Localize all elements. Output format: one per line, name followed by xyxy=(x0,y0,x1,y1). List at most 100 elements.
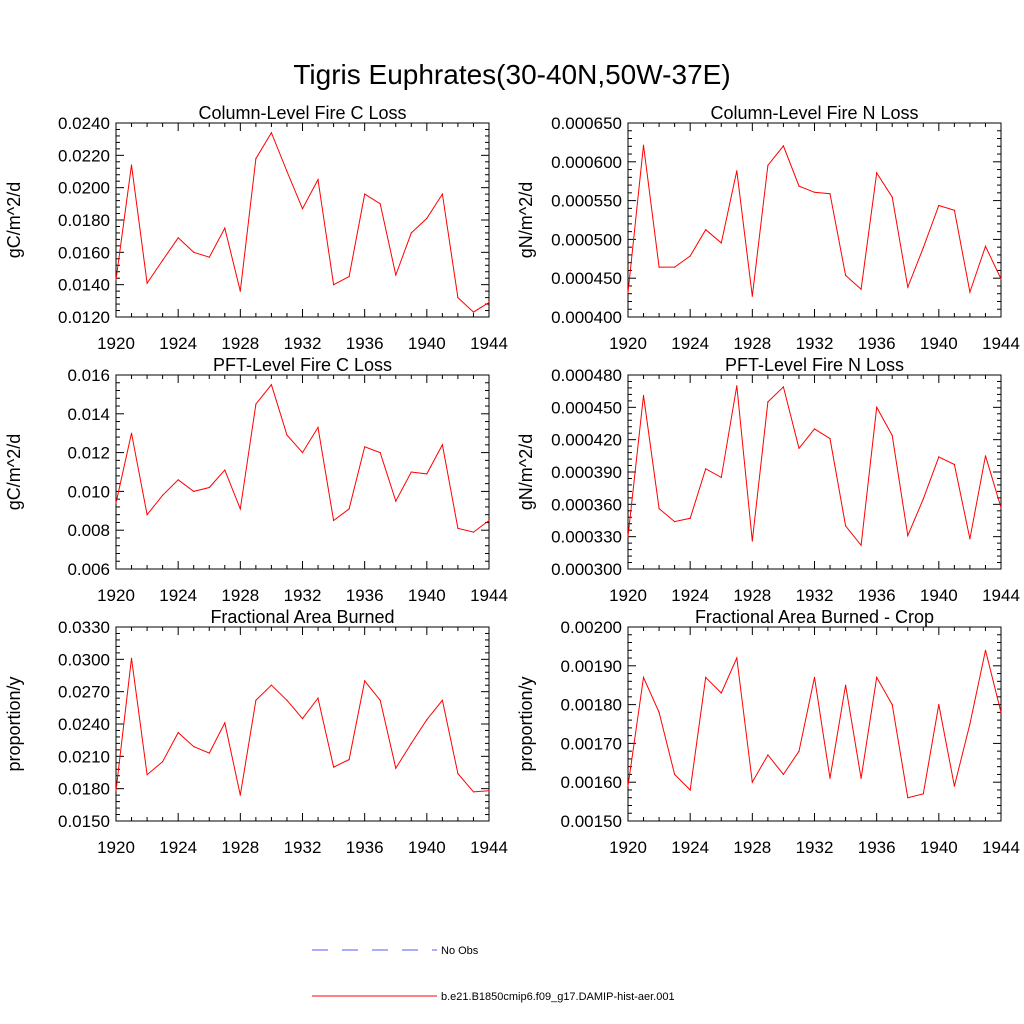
data-point xyxy=(239,508,241,510)
data-point xyxy=(333,766,335,768)
data-point xyxy=(177,479,179,481)
data-point xyxy=(642,676,645,679)
y-tick-label: 0.000450 xyxy=(551,269,622,288)
data-point xyxy=(472,531,475,533)
y-tick-label: 0.000420 xyxy=(551,431,622,450)
data-point xyxy=(146,514,148,516)
data-point xyxy=(364,680,366,682)
data-point xyxy=(488,790,490,792)
data-point xyxy=(177,732,179,734)
data-point xyxy=(891,196,893,198)
plot-frame xyxy=(627,122,1002,318)
data-point xyxy=(317,697,319,699)
y-axis-label: proportion/y xyxy=(516,676,536,771)
data-point xyxy=(333,284,335,286)
data-point xyxy=(317,179,319,181)
data-point xyxy=(876,406,878,408)
data-point xyxy=(379,699,381,701)
data-point xyxy=(705,676,707,679)
data-point xyxy=(457,527,459,529)
y-tick-label: 0.0300 xyxy=(58,650,110,669)
x-tick-label: 1928 xyxy=(733,838,771,857)
data-point xyxy=(720,692,722,694)
data-point xyxy=(410,471,412,473)
data-point xyxy=(488,519,490,522)
y-tick-label: 0.00170 xyxy=(561,734,622,753)
x-tick-label: 1940 xyxy=(920,838,958,857)
data-point xyxy=(270,132,272,134)
panel-4: 1920 1924 1928 1932 1936 1940 1944 0.000300 0.00… xyxy=(516,355,1020,605)
data-point xyxy=(720,476,722,478)
y-tick-label: 0.000650 xyxy=(551,114,622,133)
data-point xyxy=(472,791,475,793)
data-point xyxy=(395,767,397,769)
data-point xyxy=(829,438,831,440)
panel-title: Column-Level Fire N Loss xyxy=(710,103,918,123)
data-point xyxy=(146,282,148,284)
plot-frame xyxy=(627,626,1002,822)
y-tick-label: 0.016 xyxy=(67,366,110,385)
data-point xyxy=(426,719,428,721)
y-axis-label: gN/m^2/d xyxy=(516,182,536,258)
data-point xyxy=(410,232,412,234)
y-tick-label: 0.010 xyxy=(67,482,110,501)
data-point xyxy=(286,699,288,701)
data-point xyxy=(767,164,769,166)
y-tick-label: 0.000300 xyxy=(551,560,622,579)
legend: No Obs b.e21.B1850cmip6.f09_g17.DAMIP-his… xyxy=(312,945,675,1003)
x-tick-label: 1944 xyxy=(982,334,1020,353)
data-point xyxy=(860,544,862,546)
data-point xyxy=(193,251,195,253)
data-point xyxy=(333,519,335,522)
data-point xyxy=(224,469,226,471)
x-tick-label: 1924 xyxy=(159,334,197,353)
data-point xyxy=(457,773,459,775)
data-point xyxy=(782,145,785,147)
data-point xyxy=(1000,278,1002,280)
y-tick-label: 0.000450 xyxy=(551,398,622,417)
y-tick-label: 0.0180 xyxy=(58,780,110,799)
data-point xyxy=(969,723,971,725)
data-point xyxy=(705,229,707,231)
panel-title: PFT-Level Fire C Loss xyxy=(213,355,392,375)
data-point xyxy=(301,208,304,210)
data-point xyxy=(938,204,940,207)
series-line xyxy=(115,131,490,313)
data-point xyxy=(208,752,210,754)
data-point xyxy=(379,203,381,205)
y-tick-label: 0.000600 xyxy=(551,153,622,172)
y-axis-label: gC/m^2/d xyxy=(4,434,24,510)
legend-label: b.e21.B1850cmip6.f09_g17.DAMIP-hist-aer.… xyxy=(441,991,675,1003)
y-tick-label: 0.006 xyxy=(67,560,110,579)
x-tick-label: 1924 xyxy=(159,586,197,605)
y-tick-label: 0.000390 xyxy=(551,463,622,482)
y-tick-label: 0.0160 xyxy=(58,243,110,262)
data-point xyxy=(255,403,257,405)
x-tick-label: 1940 xyxy=(920,586,958,605)
data-point xyxy=(751,540,753,542)
x-tick-label: 1920 xyxy=(97,838,135,857)
x-tick-label: 1936 xyxy=(346,838,384,857)
data-point xyxy=(938,456,940,458)
data-point xyxy=(876,172,878,174)
x-tick-label: 1940 xyxy=(408,334,446,353)
x-tick-label: 1940 xyxy=(408,838,446,857)
data-point xyxy=(193,490,195,492)
data-point xyxy=(224,227,226,229)
data-point xyxy=(658,266,660,268)
legend-label: No Obs xyxy=(441,945,479,957)
y-tick-label: 0.000360 xyxy=(551,495,622,514)
data-point xyxy=(689,255,691,257)
data-point xyxy=(689,789,691,791)
y-tick-label: 0.0220 xyxy=(58,146,110,165)
x-tick-label: 1920 xyxy=(609,586,647,605)
x-tick-label: 1944 xyxy=(470,586,508,605)
data-point xyxy=(488,301,490,303)
data-point xyxy=(472,311,475,313)
data-point xyxy=(395,500,397,502)
y-tick-label: 0.008 xyxy=(67,521,110,540)
data-point xyxy=(845,274,847,276)
data-point xyxy=(876,676,878,679)
data-point xyxy=(751,295,753,297)
x-tick-label: 1928 xyxy=(733,334,771,353)
